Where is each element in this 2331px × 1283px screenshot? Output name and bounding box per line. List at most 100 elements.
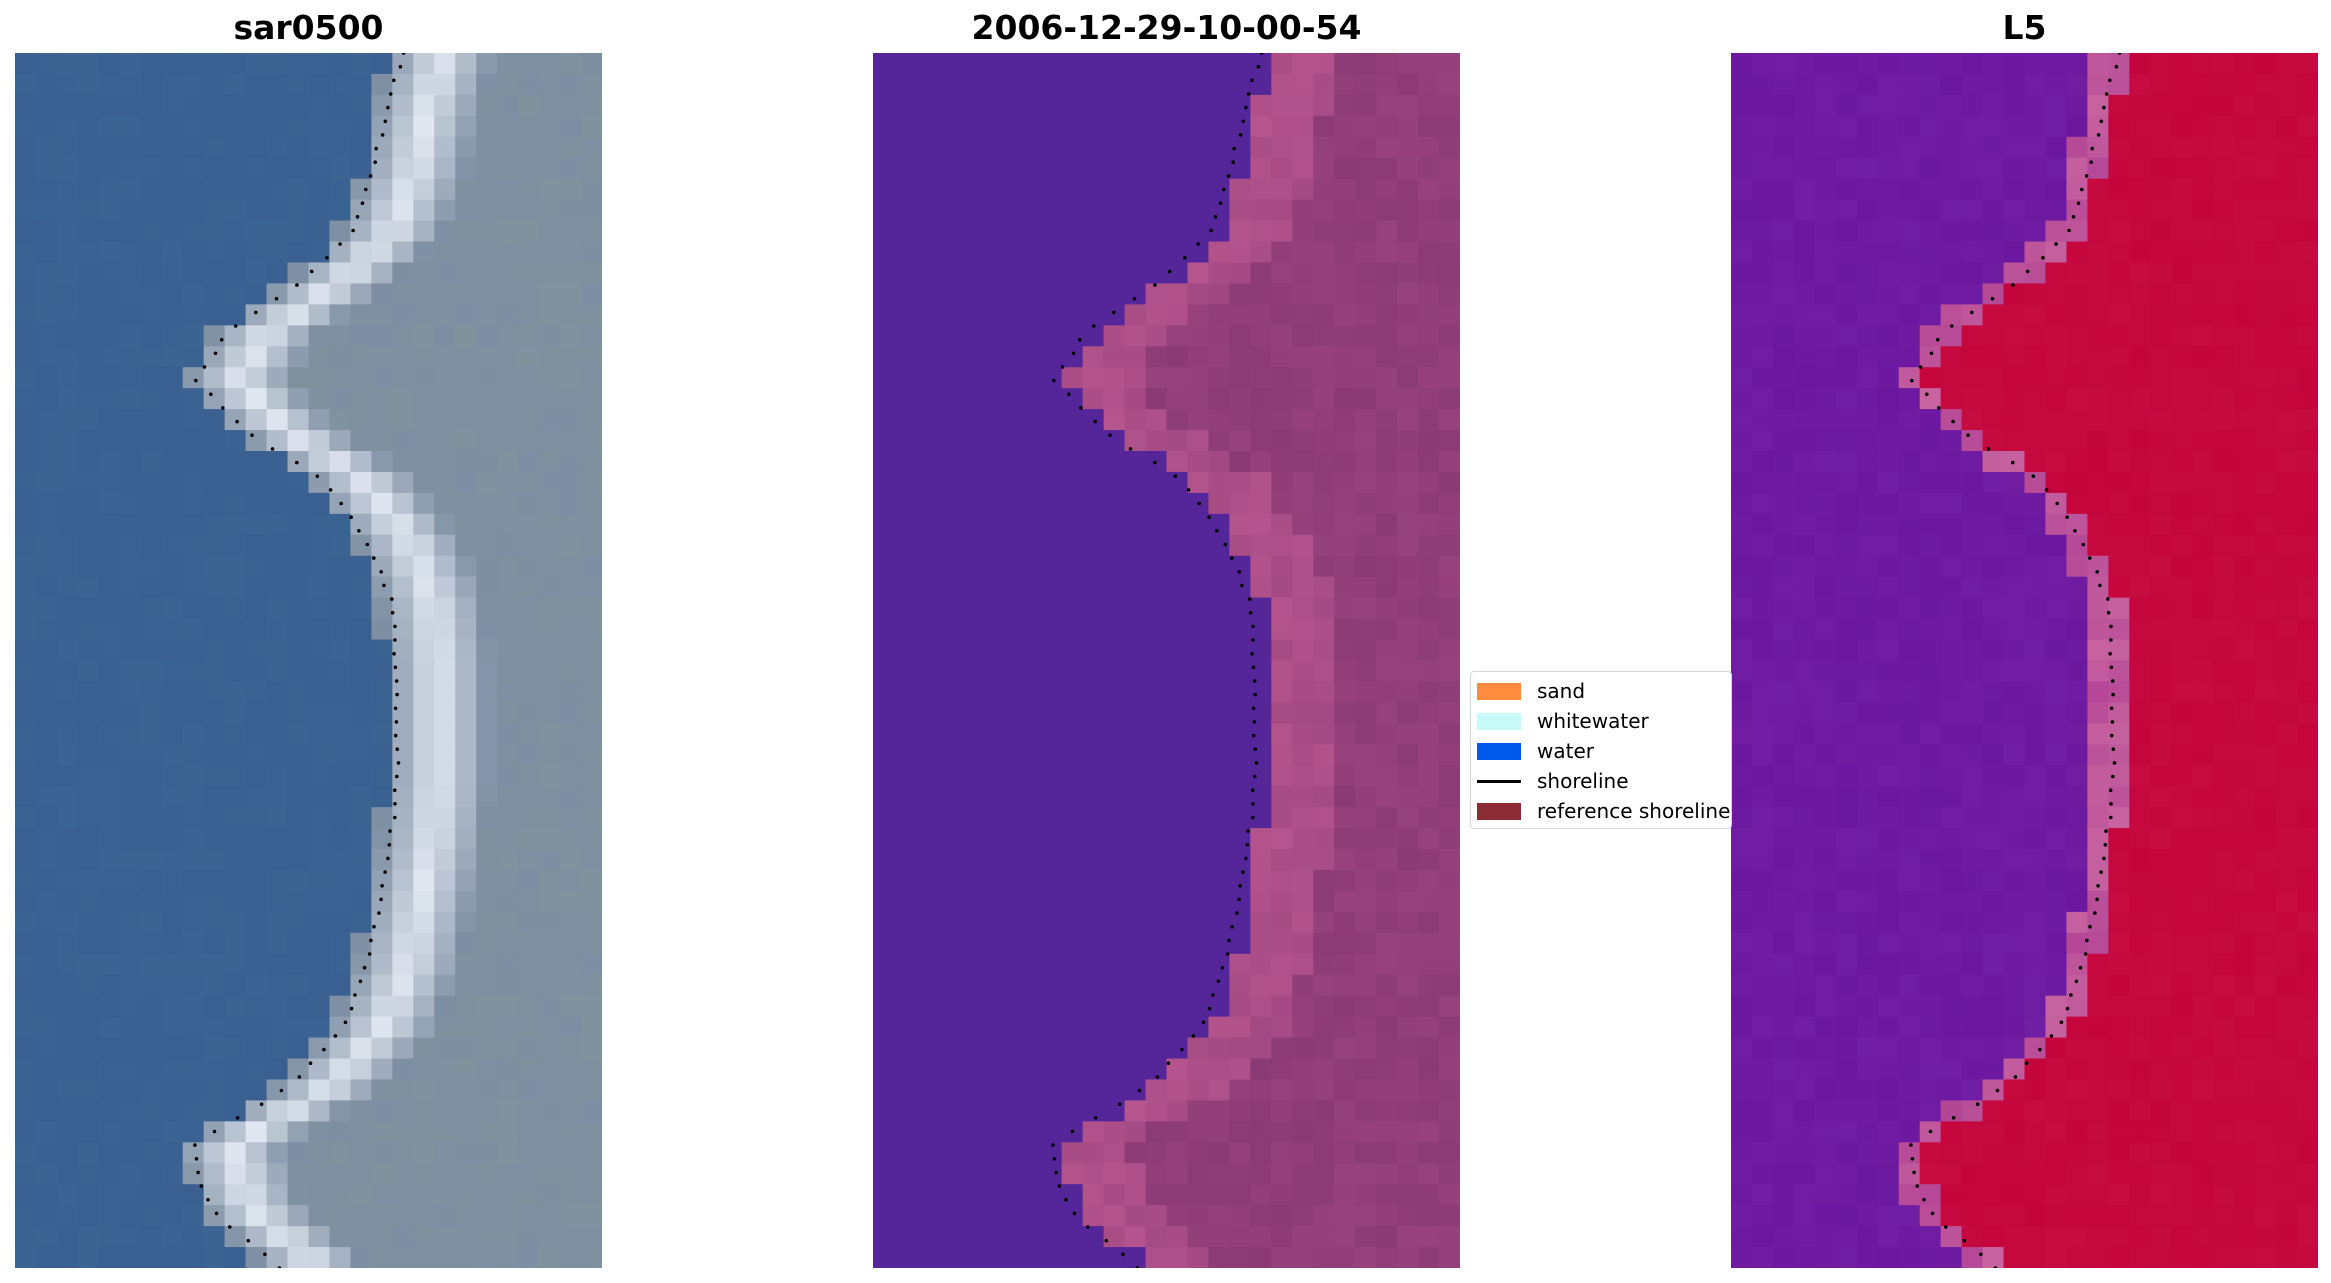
index-pixel xyxy=(1877,1079,1900,1102)
index-pixel xyxy=(1814,492,1837,515)
index-pixel xyxy=(1898,220,1921,243)
class-pixel xyxy=(914,451,937,473)
index-pixel xyxy=(2108,660,2130,683)
class-pixel xyxy=(935,660,958,683)
class-pixel xyxy=(1166,1205,1189,1227)
rgb-pixel xyxy=(392,283,414,305)
index-pixel xyxy=(1814,1142,1837,1164)
class-pixel xyxy=(914,1226,937,1248)
rgb-pixel xyxy=(329,765,352,787)
index-pixel xyxy=(2192,681,2214,703)
index-pixel xyxy=(1919,828,1942,850)
index-pixel xyxy=(2171,660,2193,683)
rgb-pixel xyxy=(35,94,58,117)
class-pixel xyxy=(1019,262,1042,285)
class-pixel xyxy=(1229,1226,1251,1248)
class-pixel xyxy=(914,555,937,578)
rgb-pixel xyxy=(581,1205,602,1227)
index-pixel xyxy=(2297,911,2318,934)
class-pixel xyxy=(914,53,937,75)
index-pixel xyxy=(1772,178,1795,201)
class-pixel xyxy=(1334,849,1356,871)
rgb-pixel xyxy=(182,1142,205,1164)
index-pixel xyxy=(1814,1121,1837,1143)
class-pixel xyxy=(977,1058,1000,1081)
index-pixel xyxy=(1772,136,1795,159)
index-pixel xyxy=(1793,1058,1816,1081)
rgb-pixel xyxy=(518,1226,540,1248)
rgb-image xyxy=(15,53,602,1268)
rgb-pixel xyxy=(413,639,435,662)
index-pixel xyxy=(2192,597,2214,620)
index-pixel xyxy=(1961,1058,1984,1081)
rgb-pixel xyxy=(308,283,331,305)
rgb-pixel xyxy=(434,597,456,620)
rgb-pixel xyxy=(56,73,79,96)
index-pixel xyxy=(2066,869,2088,892)
index-pixel xyxy=(2045,451,2068,473)
class-pixel xyxy=(1103,492,1126,515)
class-pixel xyxy=(1439,73,1460,96)
rgb-pixel xyxy=(560,325,582,347)
rgb-pixel xyxy=(308,409,331,431)
rgb-pixel xyxy=(308,471,331,494)
index-pixel xyxy=(2108,513,2130,536)
index-pixel xyxy=(1877,199,1900,222)
rgb-pixel xyxy=(392,136,414,159)
rgb-pixel xyxy=(371,849,393,871)
rgb-pixel xyxy=(476,1079,498,1102)
index-pixel xyxy=(2003,660,2026,683)
class-pixel xyxy=(914,681,937,703)
index-pixel xyxy=(1919,1100,1942,1122)
rgb-pixel xyxy=(455,409,477,431)
rgb-pixel xyxy=(329,325,352,347)
index-pixel xyxy=(2150,618,2172,641)
index-pixel xyxy=(1856,1079,1879,1102)
shoreline-dot xyxy=(199,1184,204,1188)
class-pixel xyxy=(1376,1079,1398,1102)
rgb-pixel xyxy=(182,1037,205,1060)
rgb-pixel xyxy=(161,660,184,683)
index-pixel xyxy=(2129,995,2151,1018)
class-pixel xyxy=(1166,639,1189,662)
rgb-pixel xyxy=(287,597,310,620)
rgb-pixel xyxy=(182,1016,205,1039)
index-pixel xyxy=(2150,911,2172,934)
index-pixel xyxy=(2024,94,2047,117)
index-pixel xyxy=(1793,1163,1816,1185)
class-pixel xyxy=(1250,115,1272,138)
index-pixel xyxy=(2171,807,2193,829)
class-pixel xyxy=(1082,1205,1105,1227)
class-pixel xyxy=(1166,1037,1189,1060)
rgb-pixel xyxy=(581,346,602,368)
index-pixel xyxy=(1751,974,1774,997)
index-pixel xyxy=(1982,618,2005,641)
class-pixel xyxy=(893,471,916,494)
index-pixel xyxy=(2024,723,2047,745)
rgb-pixel xyxy=(287,681,310,703)
index-pixel xyxy=(1814,178,1837,201)
class-pixel xyxy=(1019,828,1042,850)
class-pixel xyxy=(1082,471,1105,494)
class-pixel xyxy=(1019,639,1042,662)
class-pixel xyxy=(956,765,979,787)
index-pixel xyxy=(1877,262,1900,285)
class-pixel xyxy=(1229,1058,1251,1081)
index-pixel xyxy=(2129,744,2151,766)
class-pixel xyxy=(1250,660,1272,683)
class-pixel xyxy=(1145,1163,1168,1185)
rgb-pixel xyxy=(308,513,331,536)
rgb-pixel xyxy=(539,136,561,159)
class-pixel xyxy=(873,1121,895,1143)
rgb-pixel xyxy=(329,953,352,976)
rgb-pixel xyxy=(518,492,540,515)
class-pixel xyxy=(1082,53,1105,75)
index-pixel xyxy=(1919,346,1942,368)
rgb-pixel xyxy=(434,1121,456,1143)
index-pixel xyxy=(2276,534,2298,557)
class-pixel xyxy=(1082,1184,1105,1206)
index-pixel xyxy=(1856,1163,1879,1185)
shoreline-dot xyxy=(368,174,373,178)
rgb-pixel xyxy=(308,807,331,829)
index-pixel xyxy=(2297,1079,2318,1102)
